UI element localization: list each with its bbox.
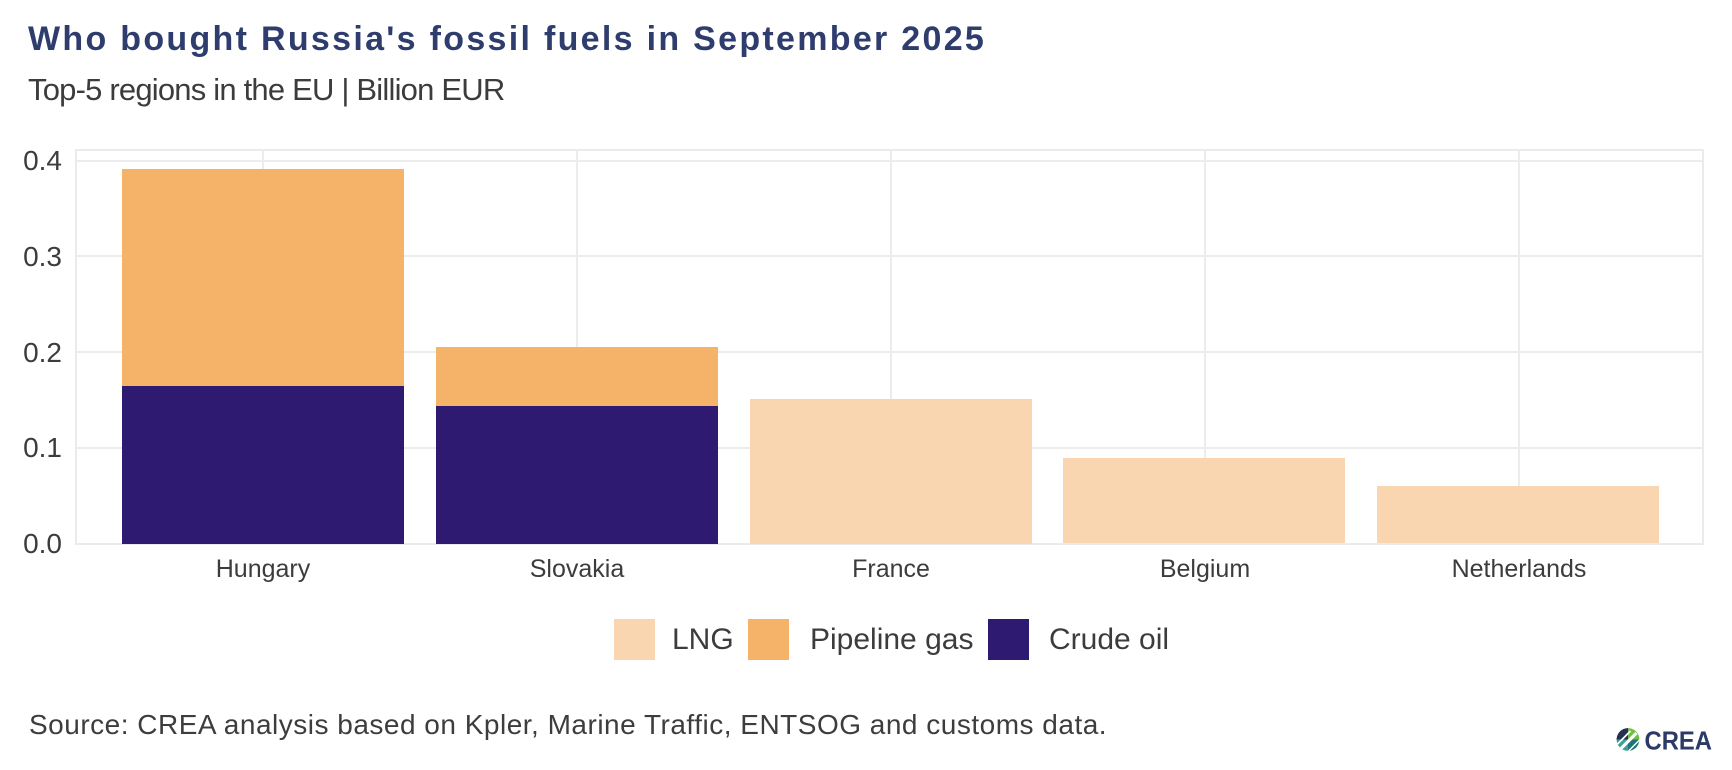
svg-text:CREA: CREA xyxy=(1645,726,1713,756)
